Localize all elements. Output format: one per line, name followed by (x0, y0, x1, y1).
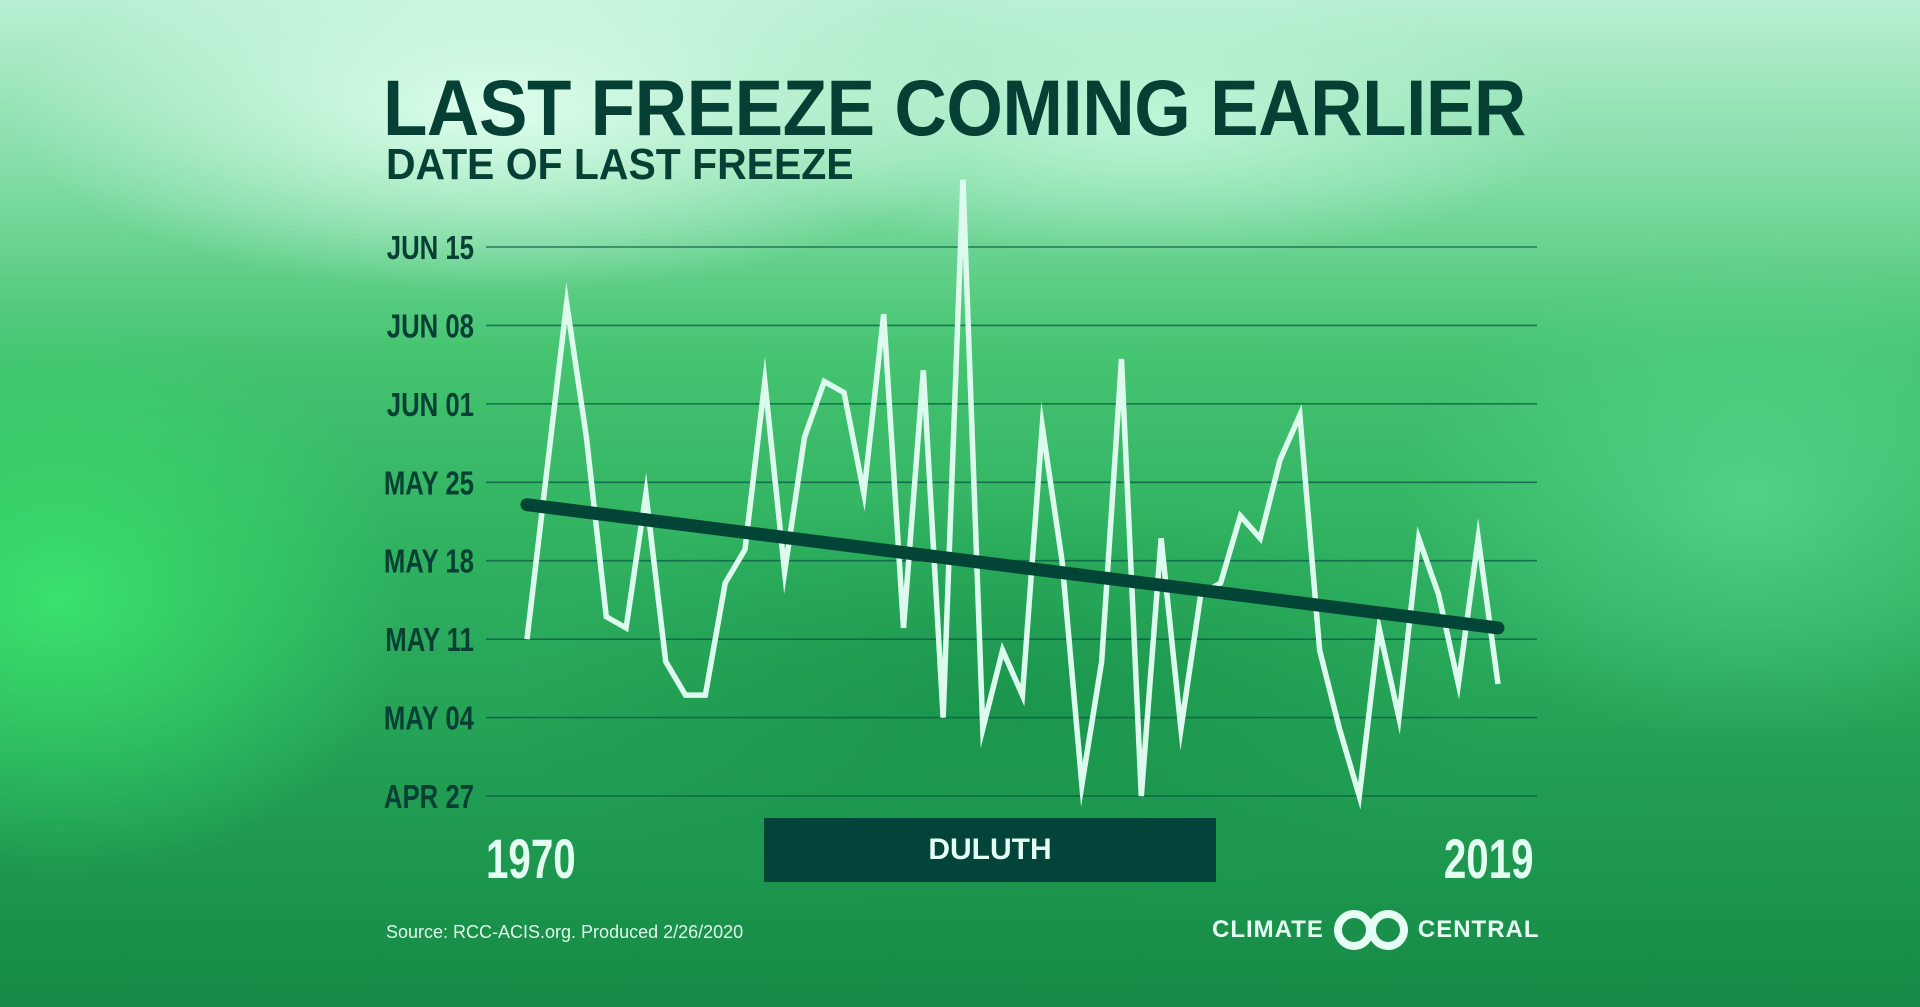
x-axis-start-label: 1970 (486, 827, 576, 890)
logo-text-left: CLIMATE (1212, 916, 1324, 943)
climate-central-logo: CLIMATE CENTRAL (1212, 910, 1540, 950)
logo-rings-icon (1333, 910, 1408, 950)
station-label: DULUTH (764, 818, 1216, 882)
y-tick-label: MAY 18 (384, 544, 474, 581)
trend-line (520, 498, 1505, 635)
x-axis-end-label: 2019 (1444, 827, 1534, 890)
logo-text-right: CENTRAL (1417, 916, 1540, 943)
freeze-date-series-line (524, 179, 1501, 810)
y-tick-label: MAY 04 (384, 701, 475, 738)
y-tick-label: JUN 01 (387, 387, 474, 424)
source-note: Source: RCC-ACIS.org. Produced 2/26/2020 (386, 922, 744, 942)
y-tick-label: JUN 15 (387, 230, 474, 267)
station-name: DULUTH (928, 833, 1052, 866)
y-tick-label: MAY 11 (385, 622, 474, 659)
y-tick-label: MAY 25 (384, 465, 474, 502)
chart-subtitle: DATE OF LAST FREEZE (386, 140, 854, 189)
y-tick-label: APR 27 (384, 779, 474, 816)
y-tick-label: JUN 08 (387, 308, 474, 345)
chart-title: LAST FREEZE COMING EARLIER (383, 63, 1526, 152)
